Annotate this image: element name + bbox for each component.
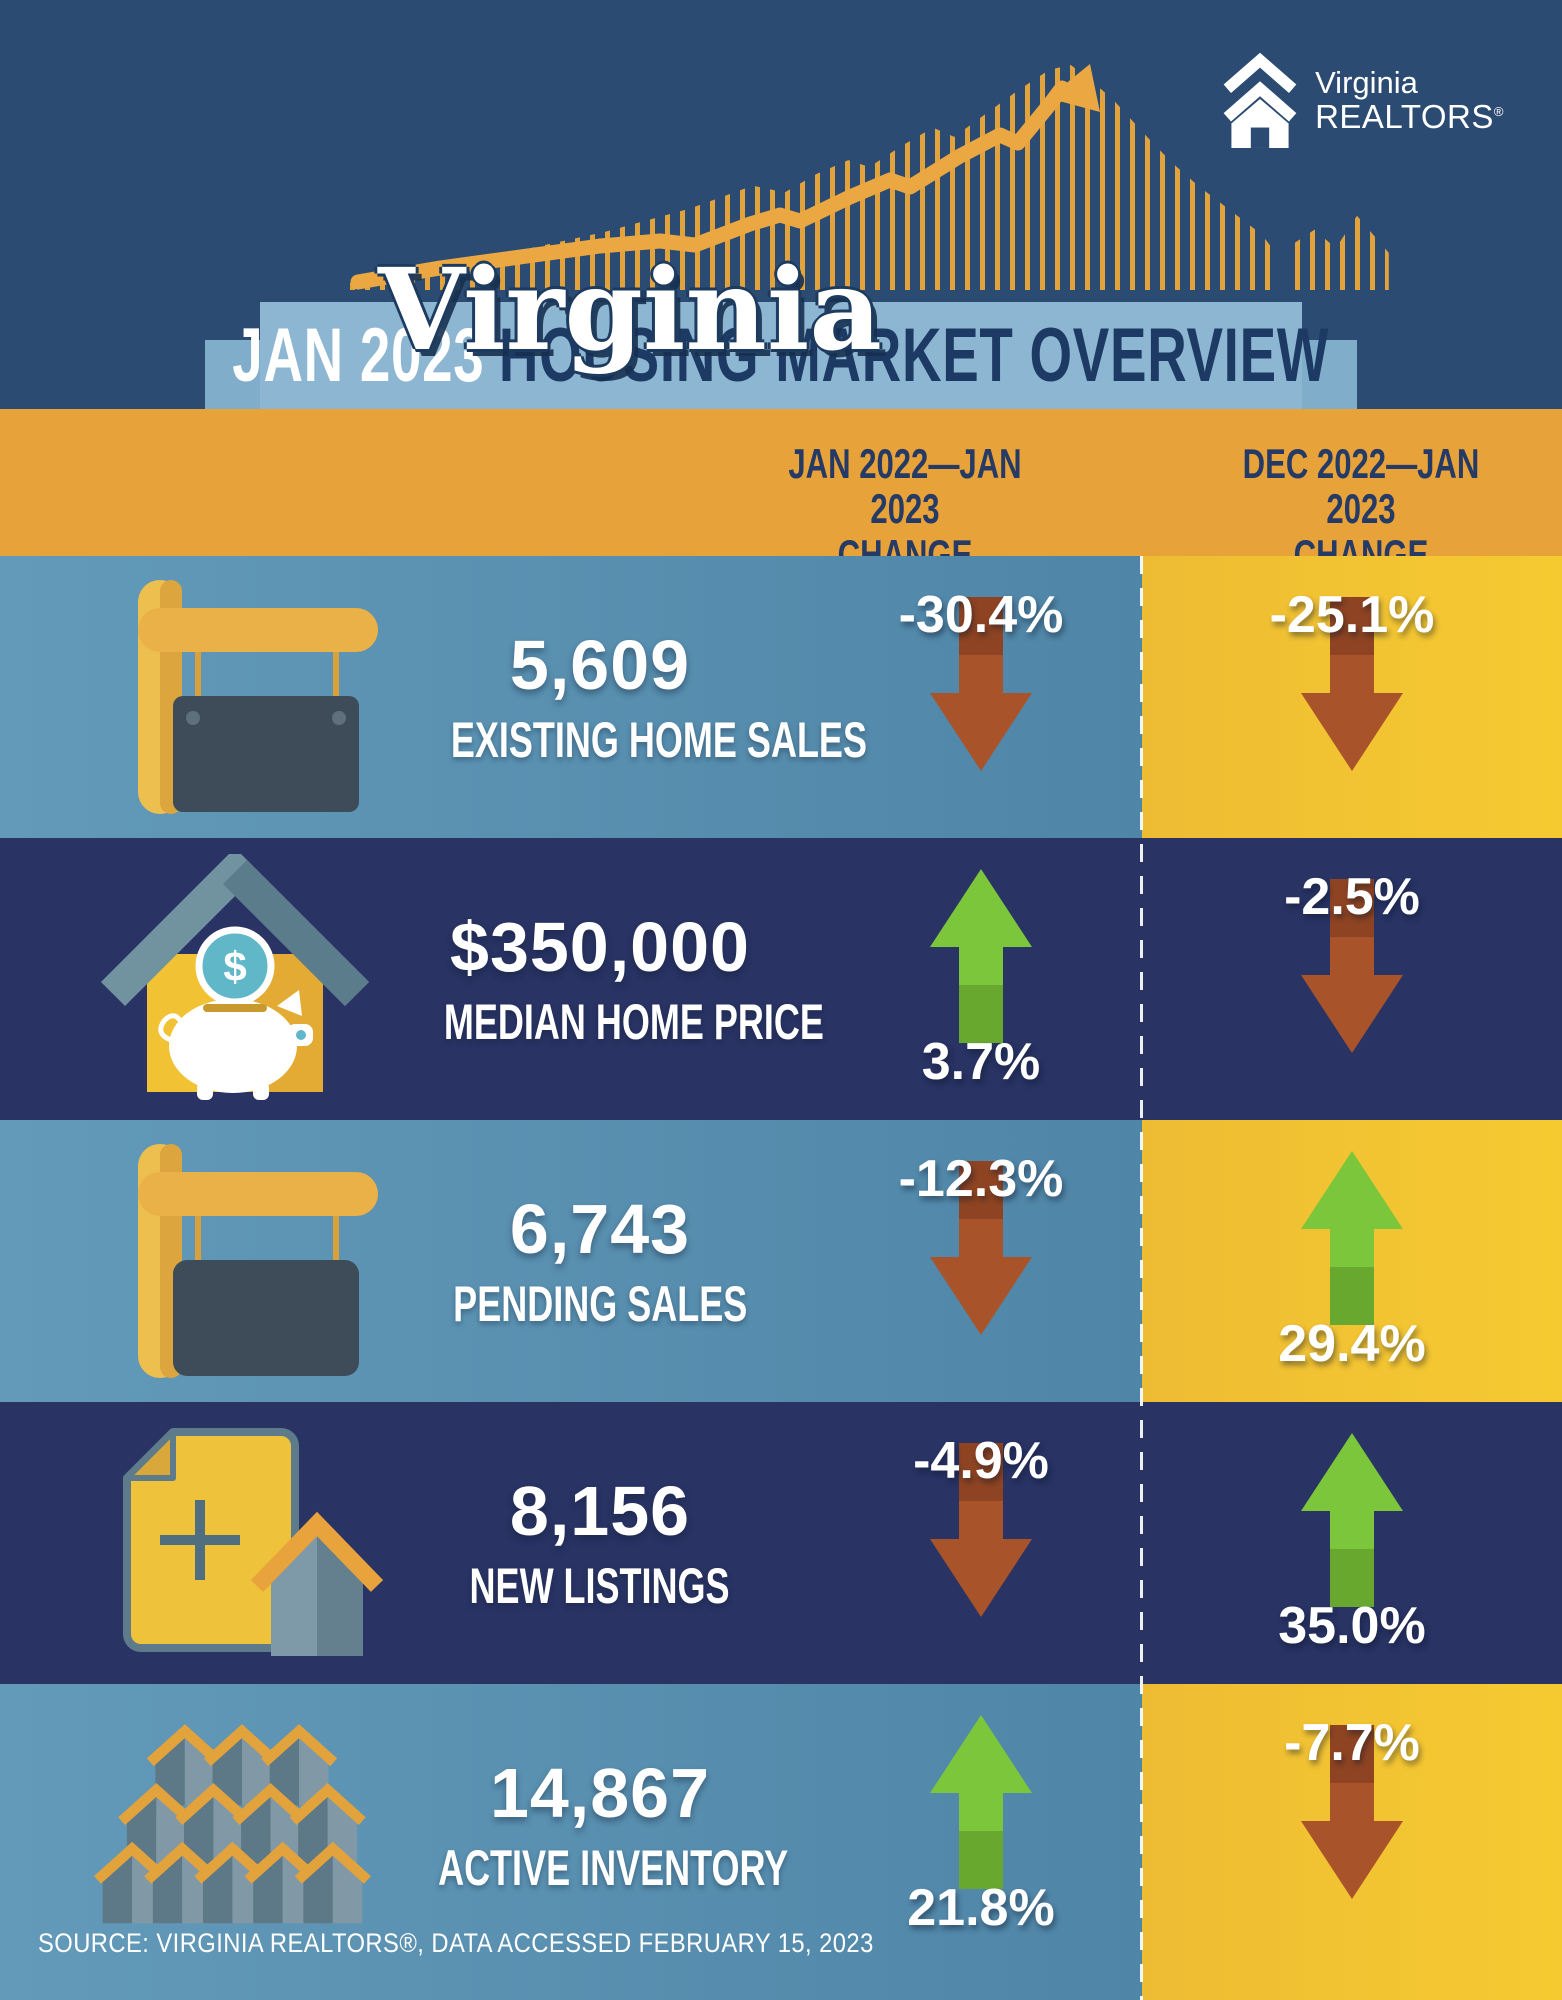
change-value: -12.3%: [898, 1149, 1064, 1208]
banner-subject: HOUSING MARKET OVERVIEW: [499, 313, 1330, 398]
metric-row-active-inventory: 14,867 ACTIVE INVENTORY 21.8% -7.7%: [0, 1684, 1562, 2000]
metric-value: 14,867: [489, 1754, 711, 1832]
metric-label: NEW LISTINGS: [469, 1558, 730, 1614]
mom-change-cell: 35.0%: [1142, 1402, 1562, 1684]
change-value: -2.5%: [1284, 867, 1420, 926]
down-arrow-icon: [1301, 1724, 1403, 1899]
mom-change-cell: -7.7%: [1142, 1684, 1562, 1966]
metric-text: 6,743 PENDING SALES: [370, 1189, 830, 1333]
change-value: -30.4%: [898, 585, 1064, 644]
mom-change-cell: -25.1%: [1142, 556, 1562, 838]
dashed-column-divider: [1140, 556, 1143, 2000]
house-piggy-bank-icon: $: [85, 854, 385, 1104]
metric-block: 14,867 ACTIVE INVENTORY: [0, 1684, 820, 1966]
trend-line-arrow-icon: [350, 64, 1100, 290]
metric-label: ACTIVE INVENTORY: [438, 1840, 789, 1896]
metric-row-median-home-price: $ $350,000 MEDIAN HOME PRICE: [0, 838, 1562, 1120]
change-indicator: 35.0%: [1222, 1431, 1482, 1656]
change-indicator: 21.8%: [851, 1713, 1111, 1938]
change-indicator: -7.7%: [1222, 1713, 1482, 1938]
source-note: SOURCE: VIRGINIA REALTORS®, DATA ACCESSE…: [38, 1928, 874, 1958]
change-value: 29.4%: [1278, 1314, 1426, 1373]
banner-ribbon: JAN 2023 HOUSING MARKET OVERVIEW: [233, 302, 1329, 409]
mom-change-cell: -2.5%: [1142, 838, 1562, 1120]
metric-label: MEDIAN HOME PRICE: [443, 994, 824, 1050]
metric-text: 14,867 ACTIVE INVENTORY: [370, 1753, 830, 1897]
banner-text: JAN 2023 HOUSING MARKET OVERVIEW: [233, 312, 1330, 399]
change-indicator: -2.5%: [1222, 867, 1482, 1092]
metric-row-pending-sales: 6,743 PENDING SALES -12.3% 29.4%: [0, 1120, 1562, 1402]
down-arrow-icon: [1301, 596, 1403, 771]
down-arrow-icon: [1301, 878, 1403, 1053]
metric-block: 6,743 PENDING SALES: [0, 1120, 820, 1402]
metric-block: 8,156 NEW LISTINGS: [0, 1402, 820, 1684]
yoy-change-cell: -4.9%: [820, 1402, 1142, 1684]
metric-text: $350,000 MEDIAN HOME PRICE: [370, 907, 830, 1051]
up-arrow-icon: [930, 1714, 1032, 1889]
change-indicator: 29.4%: [1222, 1149, 1482, 1374]
change-value: -4.9%: [913, 1431, 1049, 1490]
metric-label: EXISTING HOME SALES: [450, 712, 867, 768]
yoy-change-cell: 21.8%: [820, 1684, 1142, 1966]
svg-text:$: $: [223, 943, 246, 990]
brand-logo-text: Virginia REALTORS®: [1315, 67, 1504, 134]
change-indicator: -4.9%: [851, 1431, 1111, 1656]
up-arrow-icon: [1301, 1432, 1403, 1607]
houses-cluster-icon: [85, 1700, 385, 1950]
yoy-change-cell: -12.3%: [820, 1120, 1142, 1402]
metric-block: 5,609 EXISTING HOME SALES: [0, 556, 867, 838]
brand-name-line1: Virginia: [1315, 65, 1418, 101]
banner-date: JAN 2023: [232, 313, 485, 398]
up-arrow-icon: [930, 868, 1032, 1043]
brand-logo: Virginia REALTORS®: [1219, 52, 1504, 150]
virginia-realtors-house-icon: [1223, 52, 1297, 148]
metric-block: $ $350,000 MEDIAN HOME PRICE: [0, 838, 824, 1120]
new-listing-document-icon: [85, 1418, 385, 1668]
page-title: Virginia: [378, 245, 882, 377]
metric-text: 5,609 EXISTING HOME SALES: [370, 625, 867, 769]
change-indicator: -25.1%: [1222, 585, 1482, 810]
metric-value: 6,743: [509, 1190, 691, 1268]
change-value: 3.7%: [921, 1032, 1041, 1091]
brand-name-line2: REALTORS®: [1315, 97, 1504, 135]
down-arrow-icon: [930, 1160, 1032, 1335]
column-header-band: JAN 2022—JAN 2023 CHANGE DEC 2022—JAN 20…: [0, 409, 1562, 577]
change-value: 35.0%: [1278, 1596, 1426, 1655]
change-indicator: -12.3%: [851, 1149, 1111, 1374]
metric-text: 8,156 NEW LISTINGS: [370, 1471, 830, 1615]
column-header-yoy-range: JAN 2022—JAN 2023: [788, 440, 1022, 533]
change-value: 21.8%: [907, 1878, 1055, 1937]
down-arrow-icon: [930, 596, 1032, 771]
yard-sign-icon: [85, 1136, 385, 1386]
change-indicator: -30.4%: [851, 585, 1111, 810]
registered-mark: ®: [1493, 103, 1504, 119]
metric-row-new-listings: 8,156 NEW LISTINGS -4.9% 35.0%: [0, 1402, 1562, 1684]
column-header-mom-range: DEC 2022—JAN 2023: [1242, 440, 1480, 533]
up-arrow-icon: [1301, 1150, 1403, 1325]
metric-value: $350,000: [450, 908, 750, 986]
mom-change-cell: 29.4%: [1142, 1120, 1562, 1402]
change-indicator: 3.7%: [851, 867, 1111, 1092]
trend-chart-decoration: [350, 58, 1410, 290]
metric-label: PENDING SALES: [452, 1276, 748, 1332]
yoy-change-cell: -30.4%: [820, 556, 1142, 838]
change-value: -25.1%: [1269, 585, 1435, 644]
yard-sign-icon: [85, 572, 385, 822]
yoy-change-cell: 3.7%: [820, 838, 1142, 1120]
metric-row-existing-home-sales: 5,609 EXISTING HOME SALES -30.4% -25.1%: [0, 556, 1562, 838]
metric-value: 8,156: [509, 1472, 691, 1550]
change-value: -7.7%: [1284, 1713, 1420, 1772]
down-arrow-icon: [930, 1442, 1032, 1617]
metric-value: 5,609: [509, 626, 691, 704]
